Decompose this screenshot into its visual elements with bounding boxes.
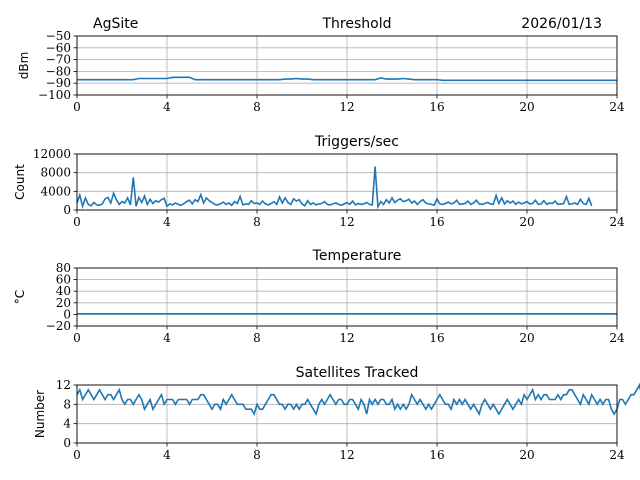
x-tick-label: 4 <box>163 331 171 345</box>
x-tick-label: 20 <box>519 215 534 229</box>
x-tick-label: 0 <box>73 100 81 114</box>
x-tick-label: 12 <box>339 448 354 462</box>
x-tick-label: 8 <box>253 100 261 114</box>
x-tick-label: 20 <box>519 100 534 114</box>
y-tick-label: 0 <box>63 436 71 450</box>
x-tick-label: 8 <box>253 215 261 229</box>
y-tick-label: 60 <box>56 273 71 287</box>
y-tick-label: 8 <box>63 397 71 411</box>
x-tick-label: 0 <box>73 215 81 229</box>
series-line <box>76 166 593 210</box>
panel-title: Satellites Tracked <box>296 365 419 381</box>
y-tick-label: −20 <box>46 319 71 333</box>
panel-title: Triggers/sec <box>314 134 399 150</box>
date-label: 2026/01/13 <box>521 16 602 32</box>
panel-3: 0 4 8 12 16 20 24 12 8 4 0 Satellites Tracked Number <box>33 365 640 462</box>
panel-1: 0 4 8 12 16 20 24 12000 8000 4000 0 Triggers/sec Cou… <box>13 134 625 229</box>
x-tick-label: 8 <box>253 448 261 462</box>
x-tick-label: 12 <box>339 215 354 229</box>
y-tick-label: −80 <box>46 64 71 78</box>
x-tick-label: 16 <box>429 331 444 345</box>
y-tick-label: 20 <box>56 296 71 310</box>
x-tick-label: 4 <box>163 215 171 229</box>
x-tick-label: 16 <box>429 215 444 229</box>
y-tick-label: −60 <box>46 41 71 55</box>
x-tick-label: 12 <box>339 331 354 345</box>
y-axis-label: °C <box>13 290 27 304</box>
x-tick-label: 0 <box>73 331 81 345</box>
y-tick-label: −70 <box>46 53 71 67</box>
axes-frame <box>76 153 618 211</box>
panel-title: Threshold <box>322 16 392 32</box>
series-line <box>76 382 640 417</box>
y-tick-label: 4 <box>63 417 71 431</box>
axes-frame <box>76 35 618 96</box>
x-tick-label: 4 <box>163 448 171 462</box>
x-tick-label: 24 <box>609 448 625 462</box>
series-line <box>77 76 617 82</box>
x-tick-label: 20 <box>519 448 534 462</box>
y-axis-label: Number <box>33 390 47 438</box>
y-tick-label: −100 <box>38 88 71 102</box>
x-tick-label: 16 <box>429 100 444 114</box>
y-tick-label: −50 <box>46 29 71 43</box>
y-tick-label: −90 <box>46 76 71 90</box>
axes-frame <box>76 267 618 327</box>
x-tick-label: 12 <box>339 100 354 114</box>
panel-0: 0 4 8 12 16 20 24 −50−60−70−80−90−100 Threshold d… <box>17 16 625 114</box>
y-tick-label: 4000 <box>40 184 71 198</box>
x-tick-label: 4 <box>163 100 171 114</box>
y-tick-label: 12000 <box>33 147 71 161</box>
y-tick-label: 0 <box>63 307 71 321</box>
panel-title: Temperature <box>312 248 402 264</box>
y-tick-label: 12 <box>56 378 71 392</box>
site-label: AgSite <box>93 16 138 32</box>
axes-frame <box>76 384 618 444</box>
y-tick-label: 8000 <box>40 166 71 180</box>
x-tick-label: 16 <box>429 448 444 462</box>
y-axis-label: dBm <box>17 52 31 80</box>
x-tick-label: 20 <box>519 331 534 345</box>
x-tick-label: 0 <box>73 448 81 462</box>
x-tick-label: 24 <box>609 331 625 345</box>
x-tick-label: 8 <box>253 331 261 345</box>
y-tick-label: 40 <box>56 284 71 298</box>
x-tick-label: 24 <box>609 100 625 114</box>
y-tick-label: 80 <box>56 261 71 275</box>
y-tick-label: 0 <box>63 203 71 217</box>
y-axis-label: Count <box>13 164 27 200</box>
x-tick-label: 24 <box>609 215 625 229</box>
